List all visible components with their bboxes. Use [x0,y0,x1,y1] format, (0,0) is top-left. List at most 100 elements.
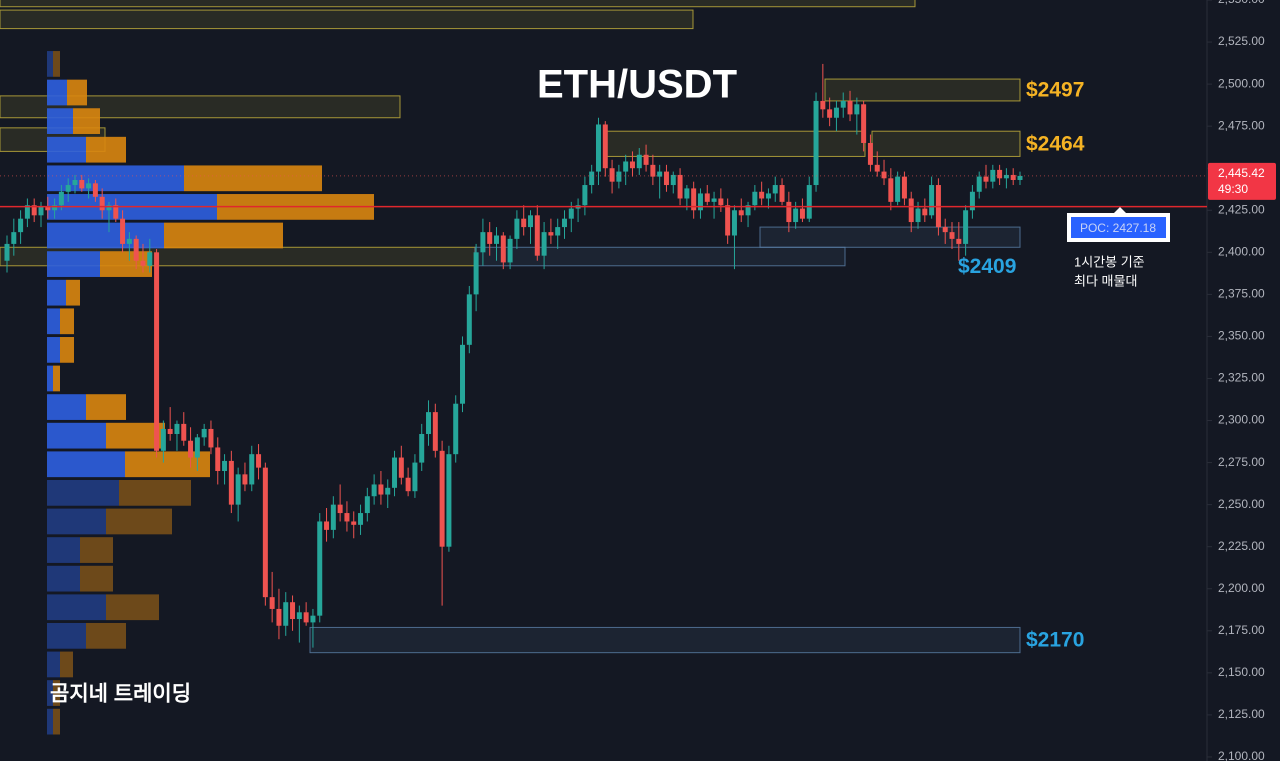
candle-body [283,602,289,626]
candle-body [453,403,459,455]
candle-body [439,450,445,547]
zone [871,130,1021,157]
candle-body [969,191,975,211]
profile-buy [47,594,106,621]
profile-sell [164,222,283,249]
candle-body [446,454,452,547]
y-tick-label: 2,525.00 [1218,34,1265,48]
candle-body [589,171,595,186]
candle-body [677,174,683,199]
profile-buy [47,508,106,535]
candle-body [548,232,554,236]
candle-body [738,210,744,216]
candle-body [636,154,642,169]
candle-body [507,238,513,263]
candle-body [215,447,221,471]
candle-body [92,183,98,197]
candle-body [65,185,71,192]
candle-body [317,521,323,616]
candle-body [262,467,268,598]
profile-sell [60,308,74,335]
candle-body [697,193,703,211]
candle-body [582,185,588,206]
candle-body [351,521,357,525]
candle-body [412,462,418,492]
candle-body [963,210,969,244]
candle-body [378,484,384,495]
candle-body [147,252,153,266]
profile-sell [53,680,60,706]
candle-body [616,171,622,182]
candle-body [174,423,180,434]
poc-box-inner [1071,217,1166,238]
candle-body [1017,175,1023,180]
profile-sell [86,622,126,649]
candle-body [915,208,921,223]
poc-note: 1시간봉 기준 [1074,254,1145,269]
candle-body [324,521,330,530]
candle-body [1003,174,1009,179]
candle-body [759,191,765,199]
candle-body [133,238,139,261]
profile-buy [47,451,125,478]
candle-body [296,612,302,620]
candle-body [460,344,466,404]
profile-buy [47,365,53,392]
candle-body [310,615,316,623]
profile-sell [73,108,100,134]
candle-body [140,260,146,266]
zone [309,626,1021,654]
candle-body [956,238,962,244]
candle-body [208,428,214,448]
candle-body [731,210,737,236]
y-tick-label: 2,350.00 [1218,329,1265,343]
candle-body [670,174,676,186]
candle-body [711,198,717,202]
y-tick-label: 2,200.00 [1218,581,1265,595]
poc-pointer [1114,207,1126,213]
candle-body [24,205,30,219]
y-tick-label: 2,300.00 [1218,413,1265,427]
candle-body [160,428,166,451]
candle-body [201,428,207,438]
candle-body [725,205,731,236]
candle-body [72,179,78,186]
y-tick-label: 2,475.00 [1218,118,1265,132]
candle-body [106,205,112,211]
zone [0,9,694,30]
profile-buy [47,479,119,506]
profile-sell [86,394,126,420]
profile-buy [47,251,100,277]
candle-body [609,168,615,182]
profile-buy [47,708,53,735]
candle-body [113,205,119,219]
profile-buy [47,680,53,706]
profile-sell [67,79,87,106]
candle-body [432,412,438,451]
candle-body [643,154,649,165]
candle-body [595,124,601,172]
candle-body [772,185,778,194]
candle-body [58,191,64,206]
zone-label: $2497 [1026,79,1084,102]
poc-note: 최다 매물대 [1074,273,1137,288]
candle-body [888,178,894,202]
zone [474,246,846,267]
candle-body [276,608,282,626]
candle-body [120,218,126,244]
candle-body [527,215,533,228]
candle-body [86,183,92,189]
candle-body [874,164,880,172]
candle-body [895,176,901,202]
candle-body [827,109,833,118]
y-tick-label: 2,125.00 [1218,707,1265,721]
candle-body [466,294,472,345]
profile-sell [53,51,60,77]
zone [0,0,916,8]
profile-sell [60,337,74,363]
candle-body [45,206,51,211]
candle-body [691,188,697,211]
candle-body [18,218,24,233]
candle-body [793,208,799,223]
profile-buy [47,537,80,563]
